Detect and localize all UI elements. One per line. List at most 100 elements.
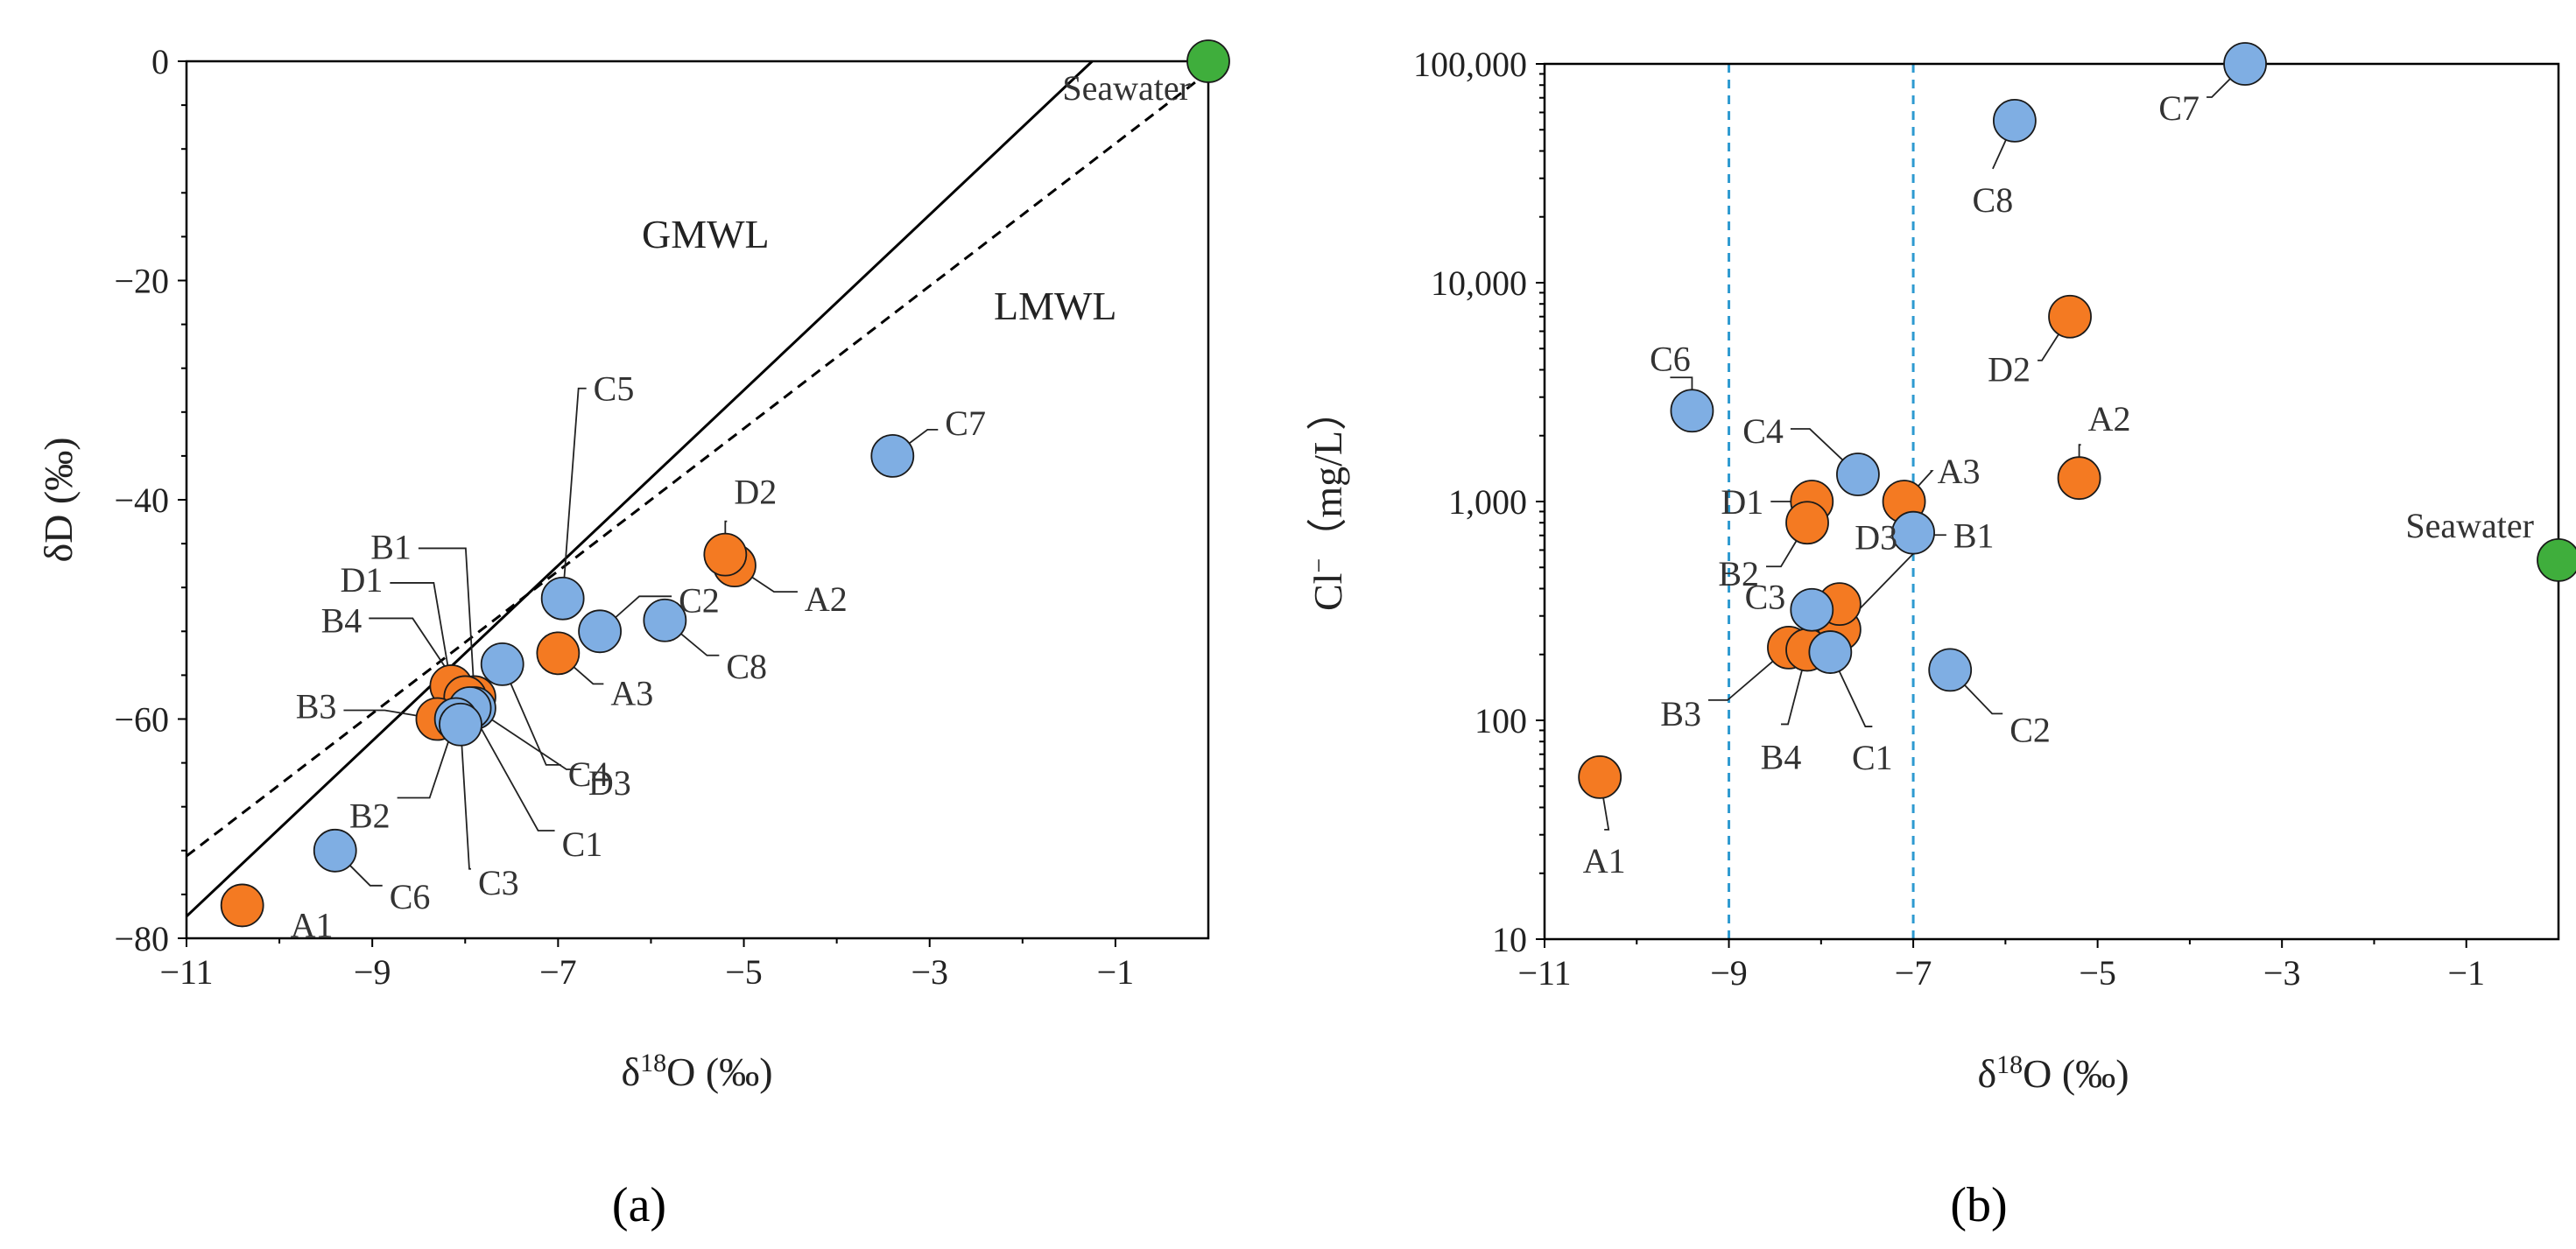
label-leader xyxy=(905,429,939,446)
point-label-c6: C6 xyxy=(1650,339,1691,378)
x-label-sup: 18 xyxy=(640,1049,666,1077)
label-leader xyxy=(508,679,561,766)
point-label-c7: C7 xyxy=(2158,88,2199,128)
data-point-b2 xyxy=(1785,501,1829,545)
point-label-a2: A2 xyxy=(2088,399,2131,439)
data-point-d2 xyxy=(703,532,748,577)
x-tick-label: −3 xyxy=(2263,953,2301,993)
panel-a-plot-frame xyxy=(185,60,1210,940)
point-label-c1: C1 xyxy=(1852,738,1893,777)
point-label-a2: A2 xyxy=(805,579,848,619)
x-label-delta: δ xyxy=(621,1049,640,1094)
data-point-c7 xyxy=(2223,42,2267,86)
panel-b-y-axis-label: Cl−（mg/L） xyxy=(1305,390,1351,611)
point-label-a1: A1 xyxy=(291,905,334,944)
point-label-c1: C1 xyxy=(562,824,603,864)
point-label-a3: A3 xyxy=(1938,452,1981,491)
data-point-c8 xyxy=(1992,99,2037,143)
data-point-seawater xyxy=(2537,538,2576,582)
data-point-a1 xyxy=(1578,755,1622,799)
point-label-seawater: Seawater xyxy=(2405,506,2534,545)
point-label-c6: C6 xyxy=(390,877,431,916)
label-leader xyxy=(1781,666,1804,726)
y-tick-label: −80 xyxy=(114,919,169,958)
panel-b-plot-frame xyxy=(1543,62,2560,941)
label-leader xyxy=(347,862,383,887)
point-label-d1: D1 xyxy=(340,560,383,600)
label-leader xyxy=(489,717,581,770)
y-tick-label: −60 xyxy=(114,700,169,740)
y-tick-label: 10 xyxy=(1492,920,1527,959)
data-point-d2 xyxy=(2048,294,2092,339)
data-point-c2 xyxy=(1928,648,1973,692)
point-label-a1: A1 xyxy=(1583,841,1626,881)
x-label-sup: 18 xyxy=(1996,1050,2023,1079)
lmwl-line xyxy=(186,71,1209,858)
point-label-b3: B3 xyxy=(1660,694,1701,733)
panel-b-x-axis-label: δ18O (‰) xyxy=(1977,1050,2129,1097)
y-label-unit: （mg/L） xyxy=(1306,390,1350,558)
point-label-b4: B4 xyxy=(321,600,362,640)
label-leader xyxy=(343,709,420,718)
panel-b-label: (b) xyxy=(1950,1178,2007,1232)
panel-a-chart: −11 −9 −7 −5 −3 −1−80−60−40−200 A1A2A3D2B1D1B… xyxy=(36,39,1230,1232)
point-label-c3: C3 xyxy=(478,863,519,902)
point-label-c2: C2 xyxy=(2009,710,2051,749)
point-label-b3: B3 xyxy=(296,687,337,726)
point-label-d3: D3 xyxy=(588,763,631,803)
data-point-a1 xyxy=(220,883,264,928)
point-label-b1: B1 xyxy=(1953,516,1995,555)
label-leader xyxy=(678,630,720,656)
point-label-c4: C4 xyxy=(1742,411,1784,451)
y-label-cl: Cl xyxy=(1306,573,1350,611)
label-leader xyxy=(563,387,587,581)
point-label-c8: C8 xyxy=(1973,180,2014,220)
x-tick-label: −1 xyxy=(2447,953,2485,993)
label-leader xyxy=(1707,658,1777,701)
panel-a-x-axis-label: δ18O (‰) xyxy=(621,1049,772,1095)
lmwl-label: LMWL xyxy=(994,284,1117,328)
label-leader xyxy=(397,735,452,799)
x-tick-label: −7 xyxy=(1895,953,1932,993)
panel-a-y-axis-label: δD (‰) xyxy=(36,437,81,562)
data-point-c6 xyxy=(1670,389,1714,433)
data-point-c4 xyxy=(1836,453,1880,496)
label-leader xyxy=(418,547,475,680)
x-tick-label: −3 xyxy=(911,952,948,992)
label-leader xyxy=(1790,428,1847,463)
data-point-c4 xyxy=(480,642,524,686)
data-point-seawater xyxy=(1186,39,1230,83)
data-point-c6 xyxy=(313,828,357,873)
point-label-c8: C8 xyxy=(726,647,767,686)
gmwl-line xyxy=(185,60,1094,918)
data-point-c1 xyxy=(1808,630,1853,674)
label-leader xyxy=(1766,537,1799,568)
label-leader xyxy=(390,582,449,670)
x-tick-label: −11 xyxy=(159,952,213,992)
label-leader xyxy=(477,723,555,831)
point-label-c5: C5 xyxy=(594,369,635,409)
label-leader xyxy=(1961,682,2003,715)
label-leader xyxy=(724,520,728,537)
point-label-b4: B4 xyxy=(1761,737,1802,776)
data-point-a3 xyxy=(536,631,581,676)
data-point-c7 xyxy=(870,434,915,478)
label-leader xyxy=(1601,794,1610,831)
label-leader xyxy=(369,617,456,684)
point-label-c3: C3 xyxy=(1745,578,1786,617)
panel-a-label: (a) xyxy=(612,1178,666,1232)
point-label-d1: D1 xyxy=(1721,482,1763,522)
label-leader xyxy=(1837,667,1873,727)
label-leader xyxy=(1670,376,1693,394)
x-tick-label: −7 xyxy=(539,952,577,992)
x-tick-label: −9 xyxy=(354,952,391,992)
label-leader xyxy=(570,663,604,685)
label-leader xyxy=(749,574,798,593)
point-label-b2: B2 xyxy=(1718,554,1759,593)
point-label-d2: D2 xyxy=(734,473,777,512)
label-leader xyxy=(2206,75,2234,98)
point-label-c7: C7 xyxy=(945,403,986,443)
y-tick-label: 100 xyxy=(1475,701,1527,740)
data-point-a2 xyxy=(2057,456,2101,501)
